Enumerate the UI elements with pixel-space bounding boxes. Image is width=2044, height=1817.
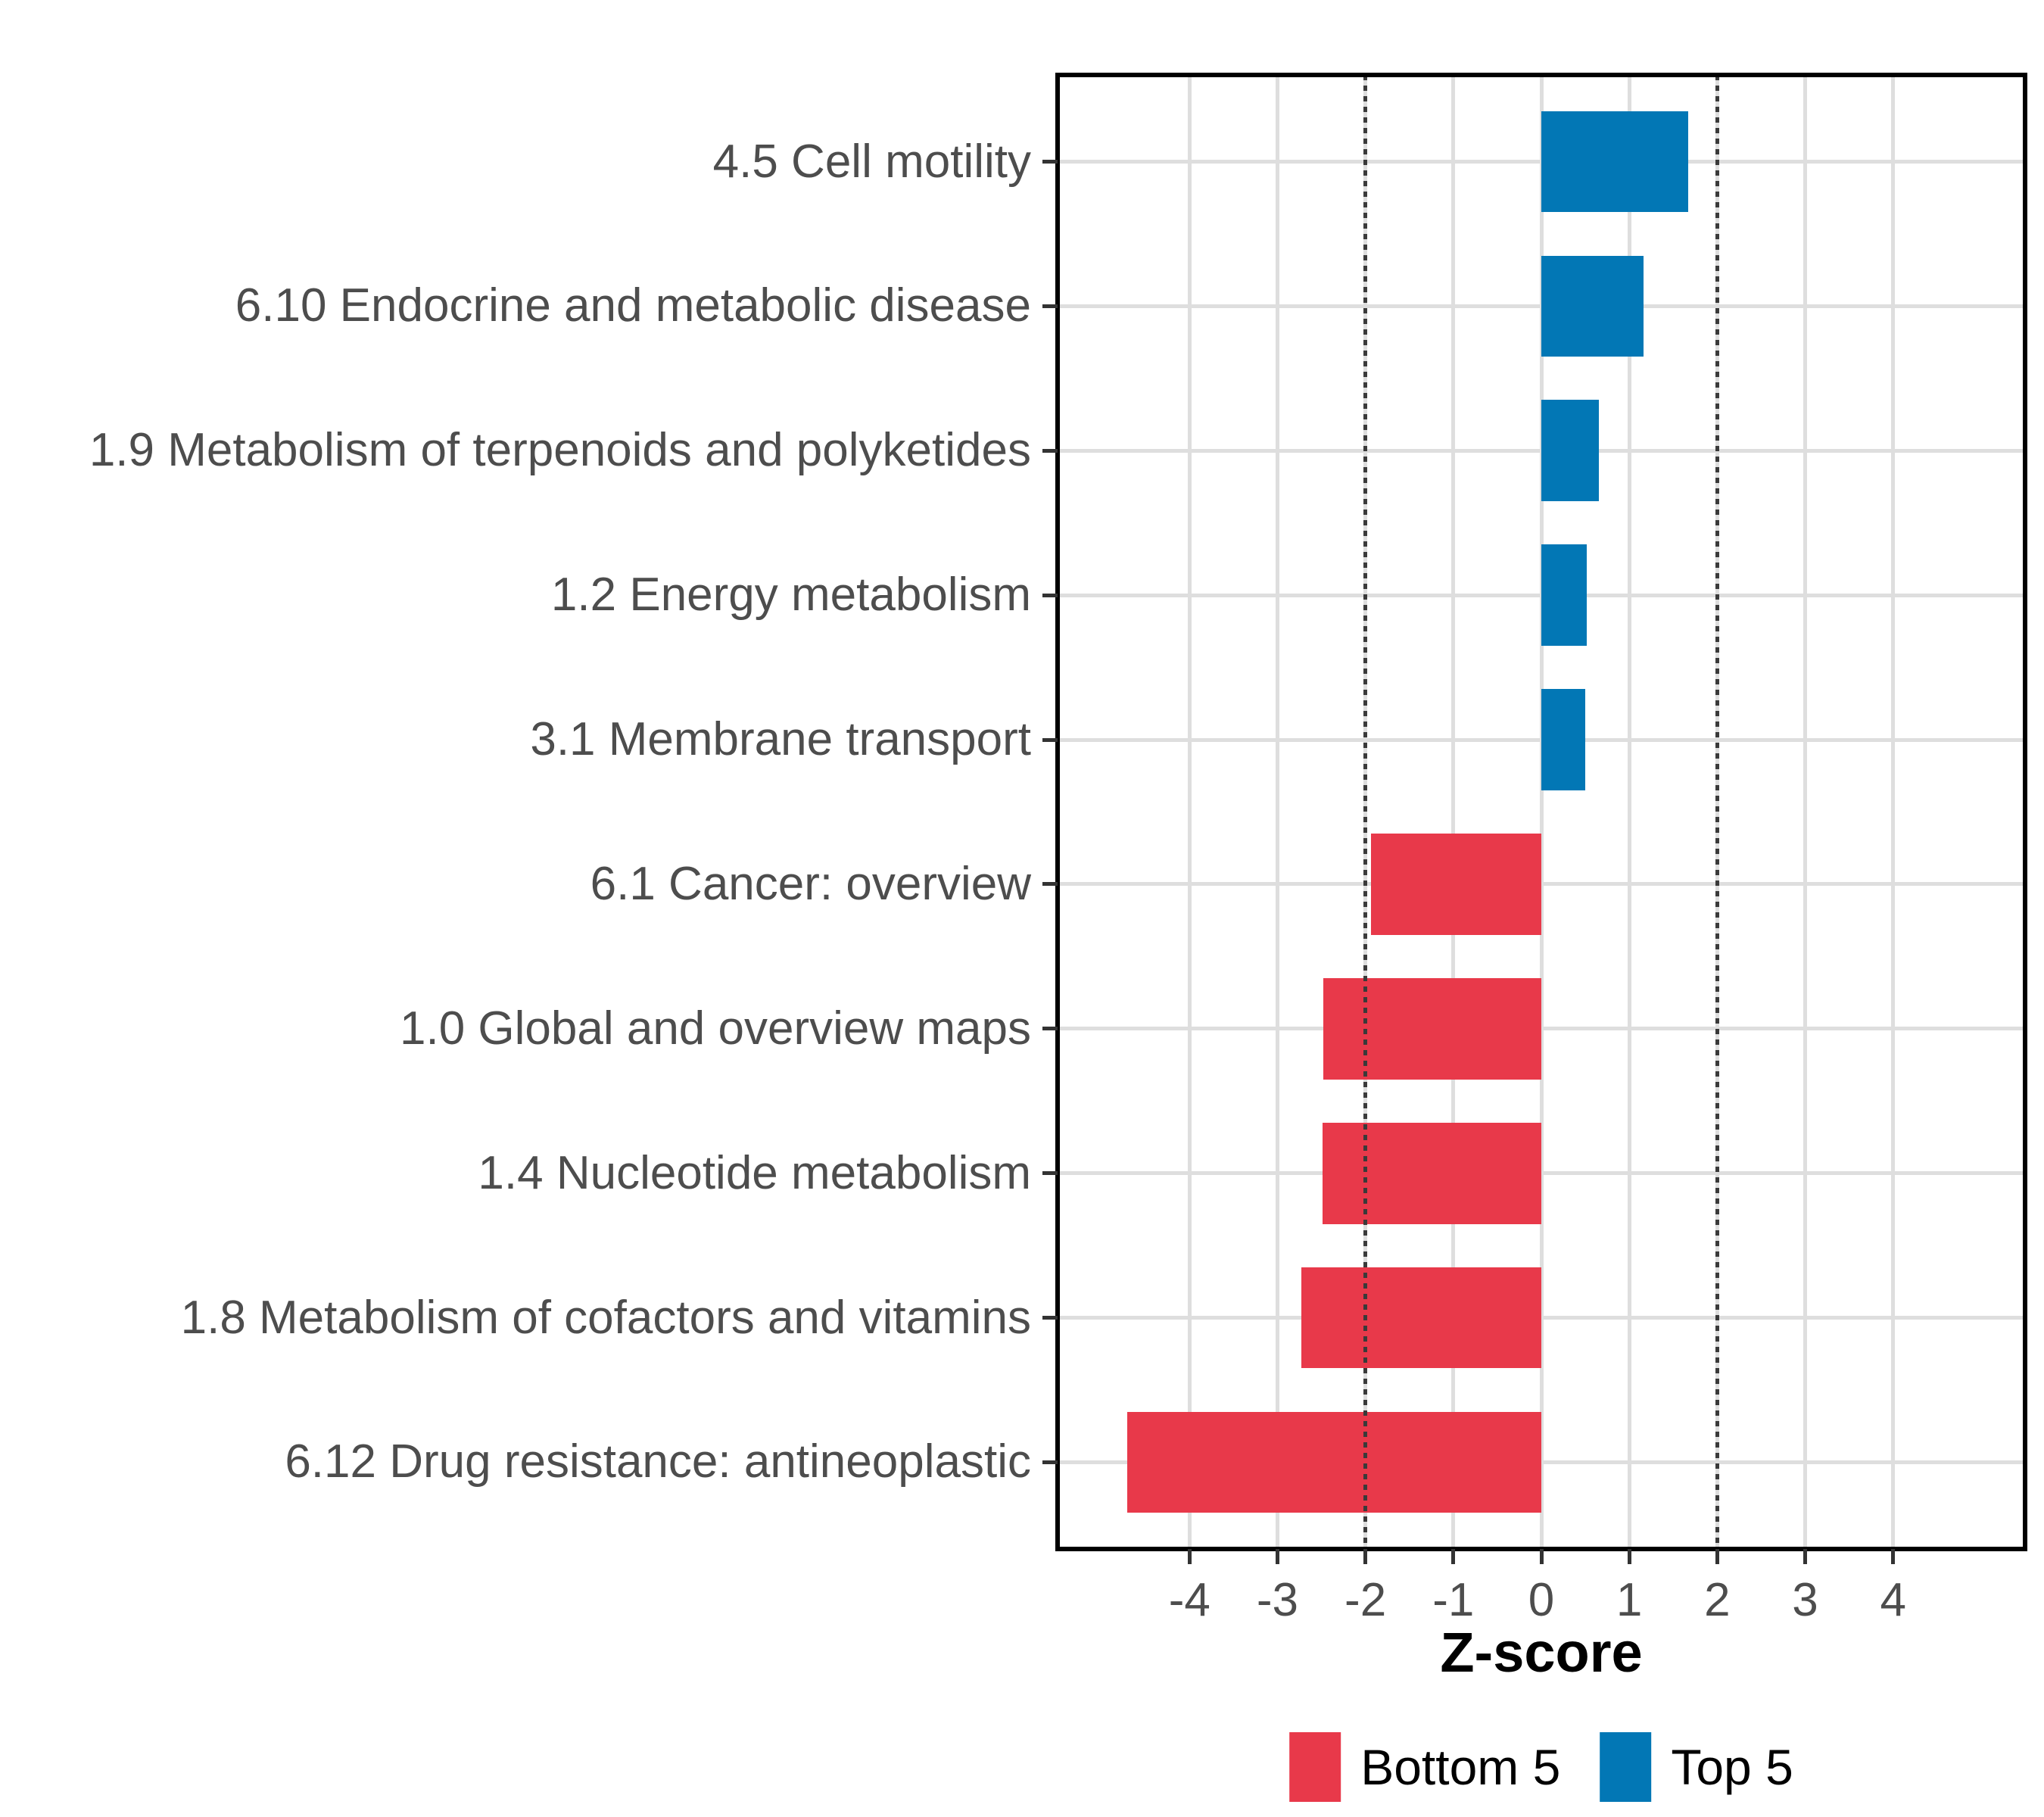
y-axis-label: 6.1 Cancer: overview xyxy=(590,857,1031,910)
bar-bottom5 xyxy=(1322,1122,1541,1224)
y-axis-label: 4.5 Cell motility xyxy=(712,135,1031,188)
x-axis-tick-label: -4 xyxy=(1168,1574,1211,1626)
x-axis-tick xyxy=(1627,1549,1631,1564)
bar-top5 xyxy=(1541,255,1644,357)
bar-top5 xyxy=(1541,544,1588,646)
x-gridline xyxy=(1539,75,1544,1549)
y-gridline xyxy=(1058,1171,2025,1176)
x-axis-tick xyxy=(1363,1549,1368,1564)
bar-bottom5 xyxy=(1370,834,1541,935)
x-axis-tick-label: -2 xyxy=(1344,1574,1387,1626)
y-axis-tick xyxy=(1042,160,1058,164)
x-axis-tick xyxy=(1539,1549,1544,1564)
legend-label: Bottom 5 xyxy=(1360,1739,1561,1795)
x-gridline xyxy=(1627,75,1631,1549)
y-axis-tick xyxy=(1042,1027,1058,1031)
y-axis-label: 6.12 Drug resistance: antineoplastic xyxy=(285,1435,1031,1488)
legend: Bottom 5 Top 5 xyxy=(1289,1732,1793,1802)
x-axis-tick xyxy=(1187,1549,1192,1564)
x-axis-tick-label: -1 xyxy=(1432,1574,1475,1626)
y-axis-tick xyxy=(1042,593,1058,597)
y-axis-label: 1.2 Energy metabolism xyxy=(550,569,1031,622)
y-gridline xyxy=(1058,1316,2025,1320)
x-axis-tick xyxy=(1715,1549,1719,1564)
legend-entry: Top 5 xyxy=(1600,1732,1793,1802)
y-axis-label: 3.1 Membrane transport xyxy=(530,713,1031,766)
y-gridline xyxy=(1058,1027,2025,1031)
x-axis-tick xyxy=(1275,1549,1279,1564)
x-gridline xyxy=(1275,75,1279,1549)
y-axis-tick xyxy=(1042,737,1058,742)
legend-entry: Bottom 5 xyxy=(1289,1732,1560,1802)
y-axis-label: 6.10 Endocrine and metabolic disease xyxy=(235,279,1031,332)
x-axis-tick-label: -3 xyxy=(1256,1574,1299,1626)
y-axis-tick xyxy=(1042,304,1058,308)
y-axis-tick xyxy=(1042,1460,1058,1464)
bar-bottom5 xyxy=(1323,978,1541,1080)
y-axis-label: 1.0 Global and overview maps xyxy=(399,1002,1031,1055)
x-axis-tick xyxy=(1891,1549,1896,1564)
x-axis-tick-label: 0 xyxy=(1528,1574,1555,1626)
x-gridline xyxy=(1891,75,1896,1549)
y-gridline xyxy=(1058,1460,2025,1464)
legend-key-swatch xyxy=(1289,1732,1341,1802)
bar-bottom5 xyxy=(1301,1267,1541,1369)
bar-top5 xyxy=(1541,111,1689,213)
y-axis-label: 1.9 Metabolism of terpenoids and polyket… xyxy=(89,424,1031,477)
reference-line xyxy=(1715,75,1719,1549)
x-axis-tick xyxy=(1451,1549,1456,1564)
y-axis-tick xyxy=(1042,1171,1058,1176)
x-axis-tick xyxy=(1803,1549,1808,1564)
bar-top5 xyxy=(1541,400,1599,502)
x-gridline xyxy=(1451,75,1456,1549)
y-axis-label: 1.8 Metabolism of cofactors and vitamins xyxy=(180,1291,1031,1344)
bar-top5 xyxy=(1541,689,1586,790)
bar-bottom5 xyxy=(1126,1411,1541,1513)
legend-key-swatch xyxy=(1600,1732,1652,1802)
x-axis-tick-label: 2 xyxy=(1704,1574,1731,1626)
reference-line xyxy=(1363,75,1368,1549)
y-axis-tick xyxy=(1042,882,1058,887)
y-axis-tick xyxy=(1042,1316,1058,1320)
x-gridline xyxy=(1187,75,1192,1549)
x-gridline xyxy=(1803,75,1808,1549)
y-gridline xyxy=(1058,882,2025,887)
x-axis-tick-label: 3 xyxy=(1792,1574,1818,1626)
x-axis-tick-label: 1 xyxy=(1616,1574,1643,1626)
legend-label: Top 5 xyxy=(1671,1739,1793,1795)
x-axis-title: Z-score xyxy=(1440,1621,1643,1684)
y-axis-label: 1.4 Nucleotide metabolism xyxy=(478,1146,1031,1199)
y-axis-tick xyxy=(1042,448,1058,453)
x-axis-tick-label: 4 xyxy=(1880,1574,1906,1626)
